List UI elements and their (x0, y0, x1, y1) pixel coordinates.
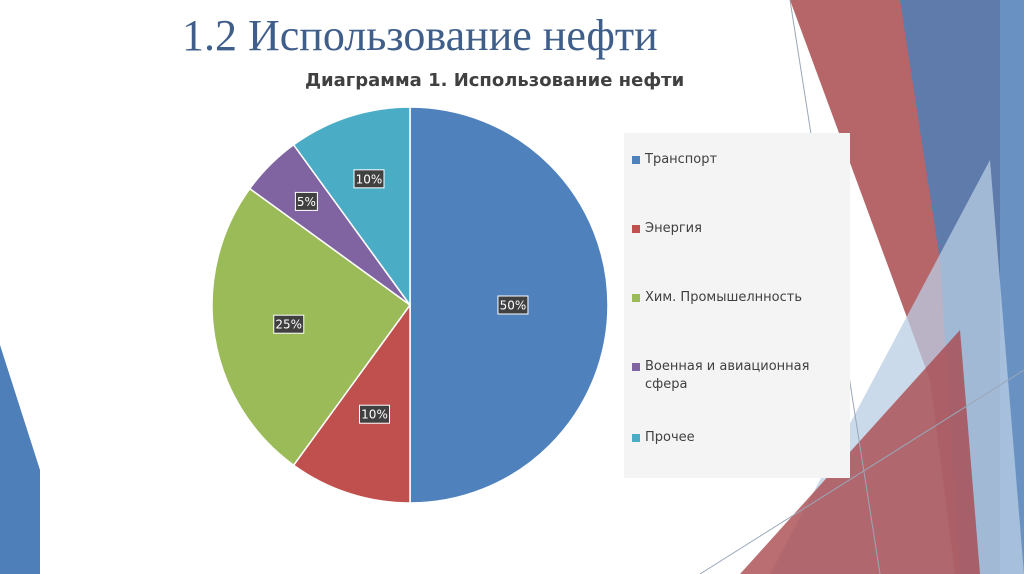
slice-chemical (211, 187, 412, 467)
svg-text:5%: 5% (297, 195, 316, 209)
left-blue-stripe (0, 345, 40, 574)
svg-text:50%: 50% (500, 299, 527, 313)
legend-item-chemical: Хим. Промышелнность (632, 289, 844, 307)
legend-swatch (632, 294, 640, 302)
legend-item-energy: Энергия (632, 220, 844, 238)
legend-label: Хим. Промышелнность (645, 290, 803, 305)
legend-swatch (632, 363, 640, 371)
legend-swatch (632, 434, 640, 442)
decor-line (699, 369, 1024, 574)
slice-energy (292, 302, 411, 504)
label-other: 10% (353, 169, 385, 189)
right-red-lower-shape (740, 330, 980, 574)
svg-text:10%: 10% (356, 172, 383, 186)
chart-title: Диаграмма 1. Использование нефти (305, 70, 685, 91)
svg-text:25%: 25% (275, 318, 302, 332)
slice-other (292, 106, 411, 308)
label-chemical: 25% (273, 314, 305, 334)
slide-title: 1.2 Использование нефти (182, 11, 658, 60)
legend-swatch (632, 156, 640, 164)
pie-chart: 50% 10% 25% 5% 10% (211, 106, 609, 504)
legend-swatch (632, 225, 640, 233)
legend-label: Прочее (645, 430, 695, 445)
legend-item-transport: Транспорт (632, 151, 844, 169)
legend-label: Транспорт (645, 152, 718, 167)
label-energy: 10% (359, 404, 391, 424)
legend-label: Энергия (645, 221, 702, 236)
svg-text:10%: 10% (361, 408, 388, 422)
legend-item-military: Военная и авиационная сфера (632, 358, 844, 394)
label-military: 5% (294, 191, 318, 211)
chart-legend: Транспорт Энергия Хим. Промышелнность Во… (624, 133, 850, 478)
legend-label: Военная и авиационная сфера (645, 359, 810, 392)
label-transport: 50% (497, 295, 529, 315)
legend-item-other: Прочее (632, 429, 844, 447)
